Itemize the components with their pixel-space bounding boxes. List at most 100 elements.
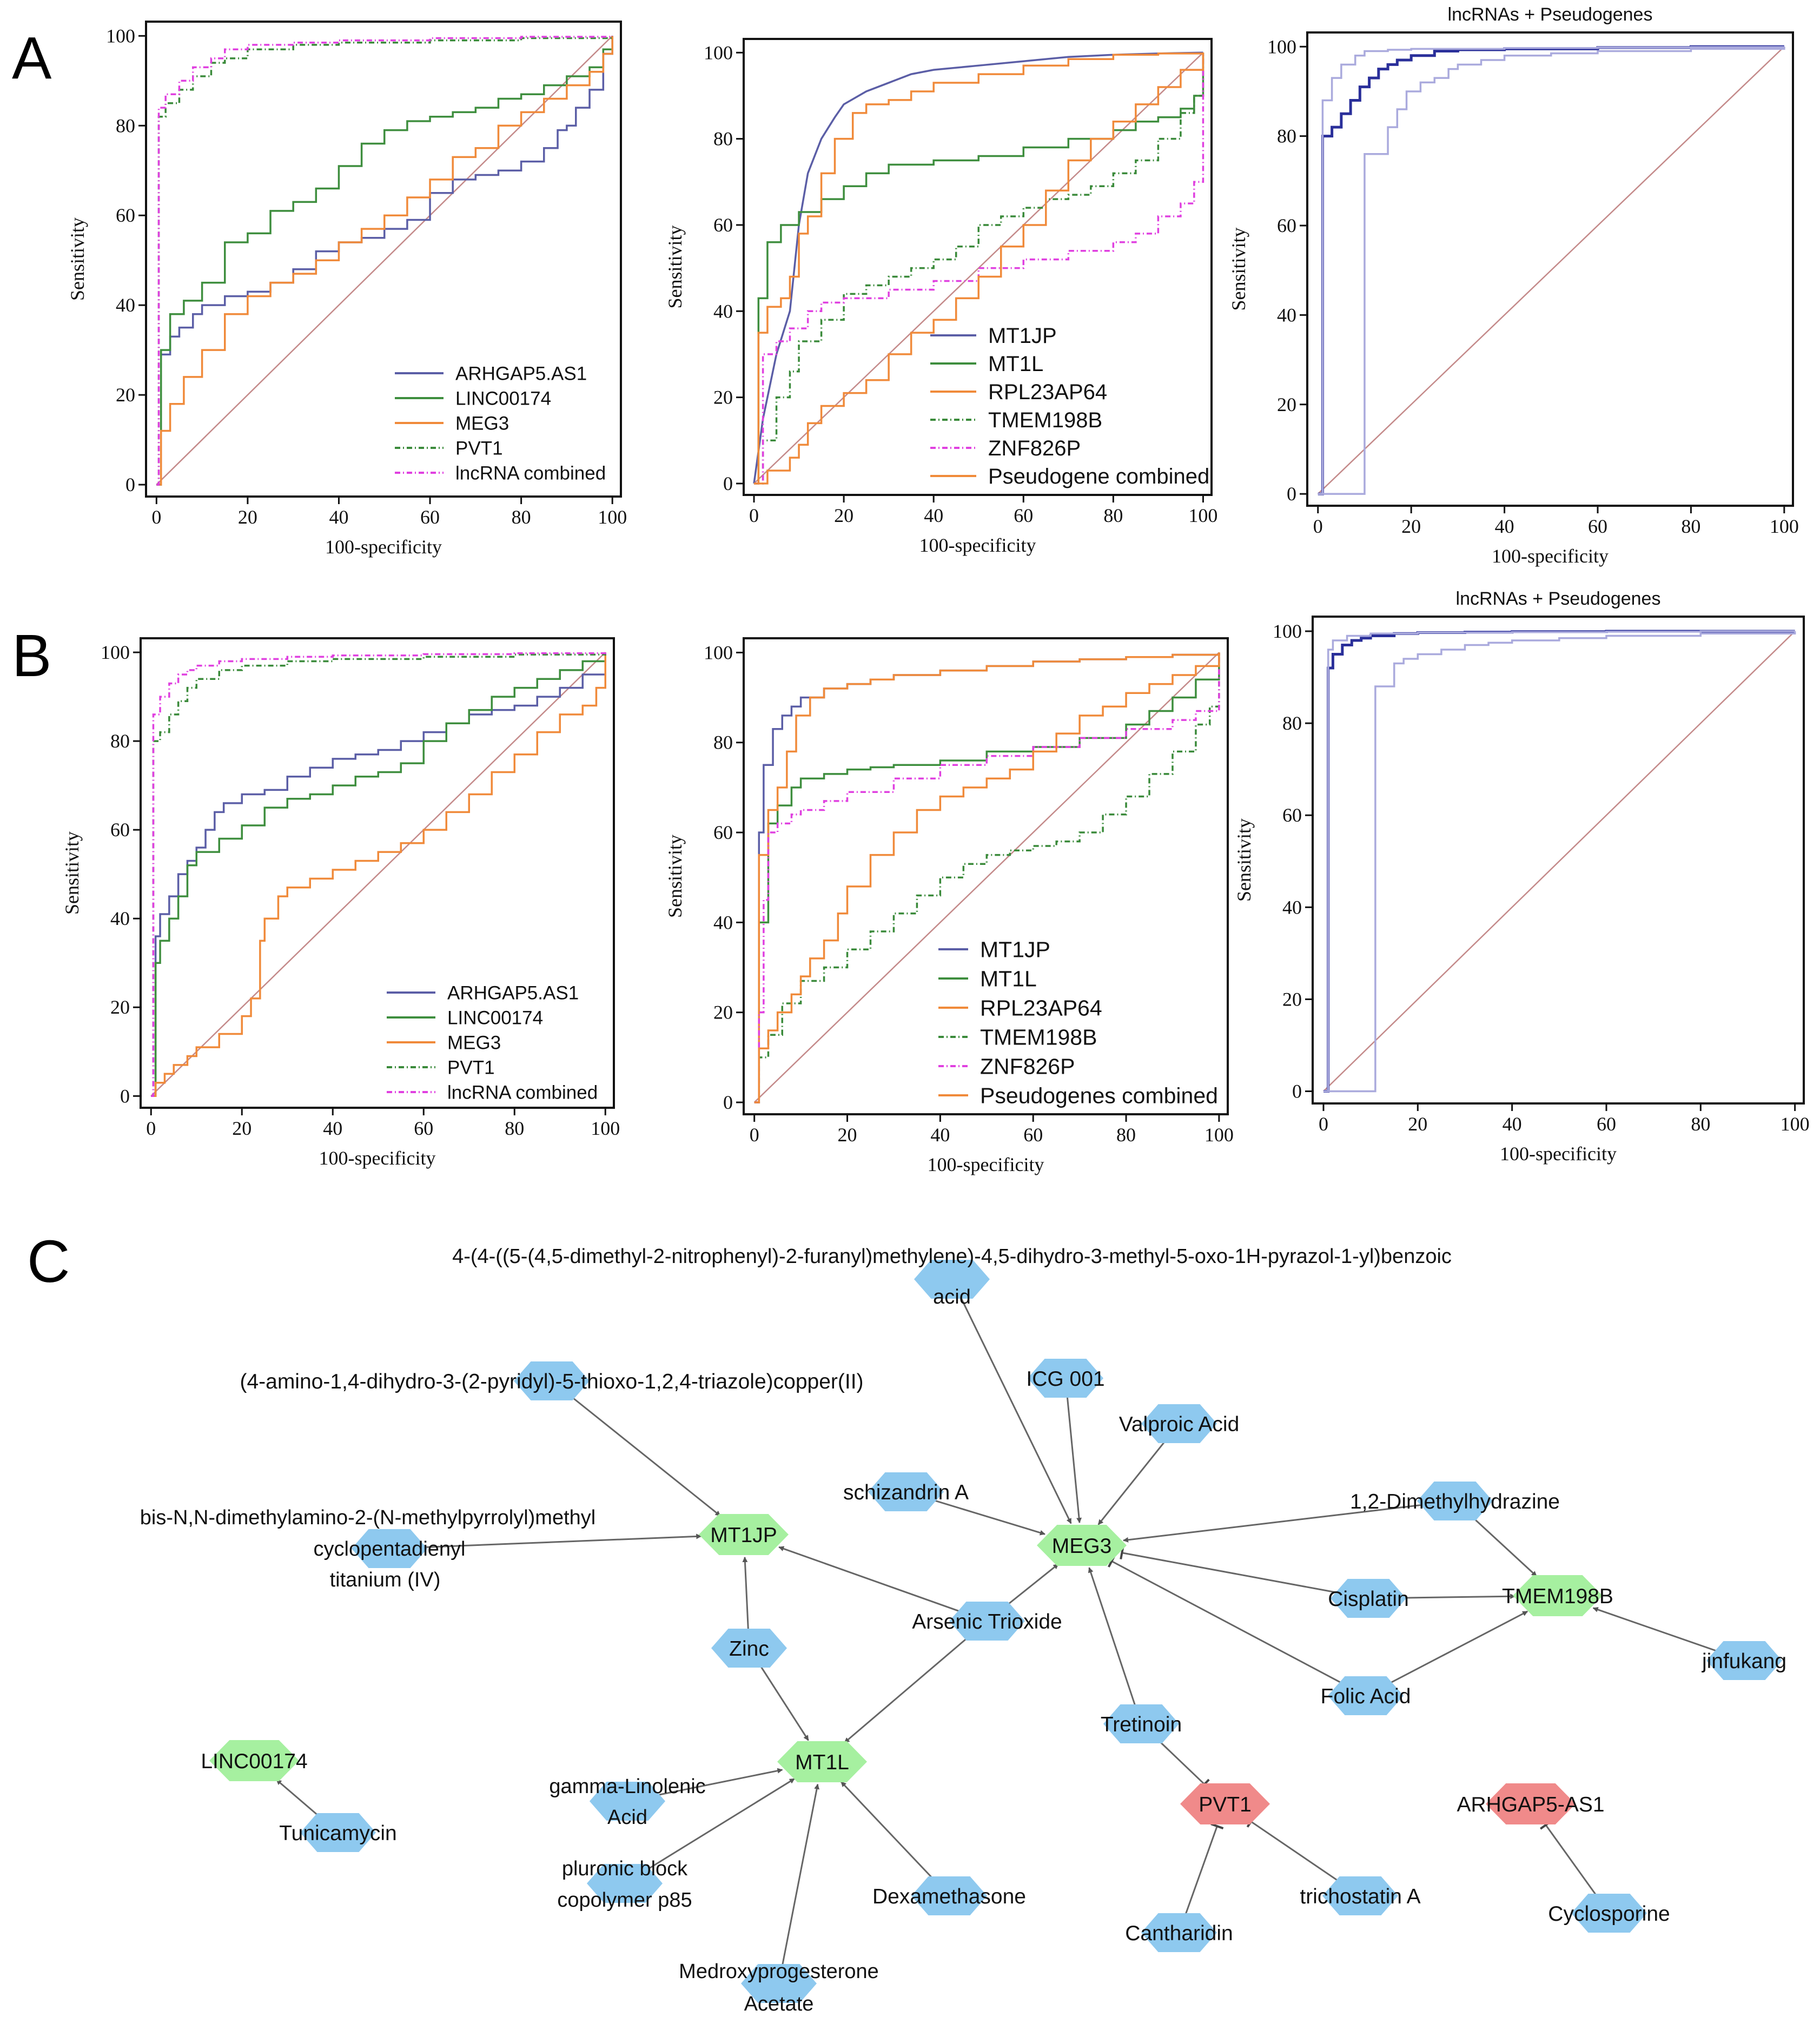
chart-title: lncRNAs + Pseudogenes (1448, 4, 1653, 25)
x-tick-label: 20 (838, 1124, 857, 1146)
legend-label-mt1jp: MT1JP (988, 324, 1057, 348)
edge-titanium-to-MT1JP (389, 1533, 702, 1550)
x-tick-label: 100 (1770, 515, 1799, 537)
legend: ARHGAP5.AS1 LINC00174 MEG3 PVT1 lncRNA combi… (395, 363, 606, 484)
series-line-rpl23ap64 (754, 52, 1204, 485)
legend-label-tmem198b: TMEM198B (988, 408, 1102, 432)
node-label-line: titanium (IV) (330, 1569, 441, 1591)
network-node-trichostatin: trichostatin A (1300, 1876, 1421, 1915)
x-tick-label: 60 (414, 1118, 433, 1139)
network-node-tmem198b: TMEM198B (1502, 1575, 1613, 1616)
legend-label-lncrna-combined: lncRNA combined (455, 462, 606, 484)
drug-node-shape (1706, 1641, 1782, 1680)
network-node-furanyl: 4-(4-((5-(4,5-dimethyl-2-nitrophenyl)-2-… (452, 1245, 1452, 1308)
y-tick-label: 100 (101, 642, 130, 663)
legend-label-znf826p: ZNF826P (980, 1054, 1075, 1079)
drug-node-shape (914, 1260, 990, 1299)
x-tick-label: 80 (1691, 1113, 1710, 1135)
y-tick-label: 0 (723, 473, 733, 494)
x-tick-label: 20 (232, 1118, 252, 1139)
x-tick-label: 0 (146, 1118, 156, 1139)
node-label-line: Medroxyprogesterone (679, 1960, 879, 1983)
gene-node-shape (209, 1740, 299, 1781)
plot-frame (145, 21, 622, 498)
node-label: Valproic Acid (1119, 1413, 1240, 1436)
x-tick-label: 80 (1681, 515, 1700, 537)
edge-arsenic-to-MT1JP (778, 1546, 988, 1622)
y-tick-label: 0 (1292, 1081, 1302, 1102)
node-label: Arsenic Trioxide (912, 1610, 1062, 1634)
series-line-lncrnas (1323, 630, 1795, 1093)
inhibit-bar (1210, 1823, 1224, 1830)
node-label: schizandrin A (843, 1481, 969, 1504)
reference-diagonal (150, 652, 606, 1097)
drug-node-shape (949, 1602, 1025, 1641)
node-label: LINC00174 (201, 1750, 307, 1773)
x-tick-label: 40 (323, 1118, 342, 1139)
x-tick-label: 40 (329, 506, 348, 528)
x-axis-title: 100-specificity (325, 536, 442, 558)
node-label: ARHGAP5-AS1 (1457, 1793, 1604, 1816)
x-tick-label: 100 (591, 1118, 620, 1139)
y-tick-label: 80 (116, 115, 135, 136)
node-label: Tretinoin (1101, 1713, 1182, 1736)
reference-diagonal (753, 52, 1204, 484)
y-axis-title: Sensitivity (1233, 818, 1255, 902)
y-tick-label: 60 (1282, 804, 1302, 826)
series-line-rpl23ap64 (754, 652, 1220, 1103)
legend-label-pseudogenes-combined: Pseudogenes combined (980, 1083, 1218, 1108)
y-axis-title: Sensitivity (61, 831, 83, 915)
gene-node-shape (1180, 1783, 1270, 1824)
legend-label-mt1l: MT1L (980, 966, 1037, 991)
y-tick-label: 40 (110, 908, 130, 929)
legend-label-mt1jp: MT1JP (980, 937, 1050, 962)
series-line-linc00174 (151, 652, 606, 1097)
x-tick-label: 0 (749, 505, 759, 526)
legend-label-pvt1: PVT1 (455, 438, 503, 459)
x-tick-label: 80 (512, 506, 531, 528)
series-line-lncrna-combined (156, 36, 613, 486)
network-node-dexa: Dexamethasone (872, 1876, 1026, 1915)
y-tick-label: 60 (1277, 215, 1296, 236)
edge-folic-to-MEG3 (1111, 1560, 1366, 1697)
series-line-linc00174 (156, 36, 613, 486)
chart-title: lncRNAs + Pseudogenes (1456, 588, 1661, 609)
x-axis-title: 100-specificity (919, 534, 1036, 556)
edge-arsenic-to-MT1L (844, 1620, 988, 1743)
legend-label-linc00174: LINC00174 (447, 1007, 543, 1028)
node-label-line: pluronic block (562, 1857, 688, 1880)
node-label: Tunicamycin (279, 1822, 396, 1845)
series-line-pseudogenes (1318, 47, 1785, 495)
node-label: jinfukang (1702, 1650, 1786, 1673)
y-tick-label: 20 (110, 996, 130, 1018)
x-tick-label: 0 (1313, 515, 1323, 537)
x-tick-label: 0 (750, 1124, 759, 1146)
x-tick-label: 60 (1597, 1113, 1616, 1135)
y-tick-label: 100 (704, 42, 733, 63)
series-line-mt1l (754, 52, 1204, 485)
edge-medroxy-to-MT1L (778, 1783, 820, 1984)
node-label: MEG3 (1052, 1535, 1112, 1558)
legend: ARHGAP5.AS1 LINC00174 MEG3 PVT1 lncRNA combi… (387, 982, 598, 1103)
node-label: ICG 001 (1026, 1367, 1104, 1391)
network-node-tretinoin: Tretinoin (1101, 1704, 1182, 1743)
x-tick-label: 0 (151, 506, 161, 528)
network-node-mt1jp: MT1JP (699, 1514, 789, 1555)
drug-node-shape (1331, 1579, 1406, 1618)
series-line-pseudogenes (1323, 631, 1796, 1093)
y-tick-label: 40 (713, 911, 733, 933)
gene-node-shape (1513, 1575, 1603, 1616)
series-line-tmem198b (754, 652, 1220, 1103)
panel-label-c: C (27, 1228, 70, 1295)
drug-node-shape (1417, 1482, 1493, 1520)
y-tick-label: 20 (1282, 988, 1302, 1010)
roc-chart-a3: 0 20 40 60 80 100 0 20 40 60 80 100 100-specificity S… (1228, 4, 1799, 567)
y-tick-label: 80 (1277, 125, 1296, 147)
y-axis-title: Sensitivity (664, 225, 686, 308)
drug-node-shape (1141, 1404, 1217, 1443)
y-tick-label: 40 (1282, 896, 1302, 918)
x-tick-label: 0 (1319, 1113, 1328, 1135)
drug-node-shape (911, 1876, 987, 1915)
node-label: (4-amino-1,4-dihydro-3-(2-pyridyl)-5-thi… (240, 1370, 863, 1393)
